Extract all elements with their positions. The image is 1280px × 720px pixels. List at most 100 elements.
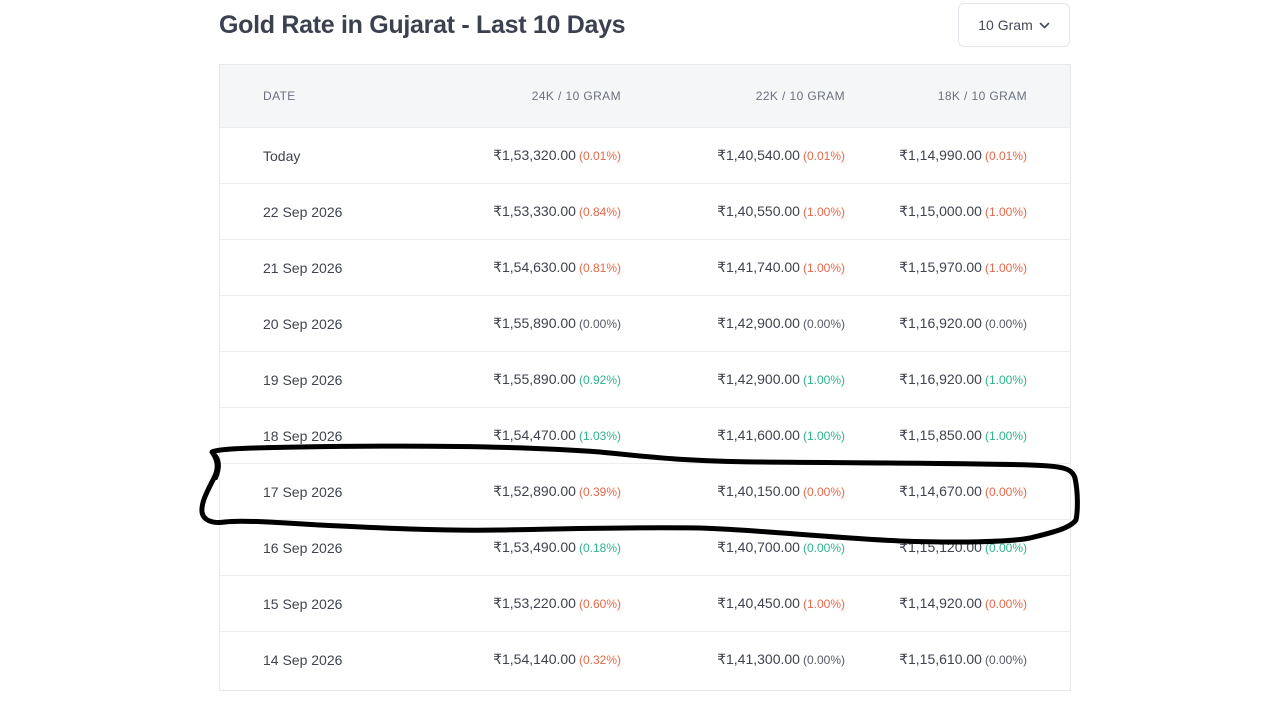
- row-date: 15 Sep 2026: [263, 595, 343, 612]
- rate-price: ₹1,41,740.00: [717, 259, 800, 275]
- rate-change: (0.00%): [984, 652, 1027, 667]
- rate-cell-k24: ₹1,52,890.00 (0.39%): [493, 464, 621, 519]
- rate-change: (1.00%): [802, 372, 845, 387]
- rate-price: ₹1,16,920.00: [899, 371, 982, 387]
- rate-change: (1.00%): [802, 428, 845, 443]
- rate-cell-k18: ₹1,14,920.00 (0.00%): [899, 576, 1027, 631]
- rate-cell-k18: ₹1,15,970.00 (1.00%): [899, 240, 1027, 295]
- rate-cell-k22: ₹1,41,740.00 (1.00%): [717, 240, 845, 295]
- table-header-row: DATE 24K / 10 GRAM 22K / 10 GRAM 18K / 1…: [220, 65, 1070, 127]
- header-22k: 22K / 10 GRAM: [755, 89, 845, 103]
- rate-change: (0.92%): [578, 372, 621, 387]
- rate-price: ₹1,40,700.00: [717, 539, 800, 555]
- rate-change: (0.00%): [984, 596, 1027, 611]
- rate-price: ₹1,42,900.00: [717, 371, 800, 387]
- rate-price: ₹1,54,630.00: [493, 259, 576, 275]
- rate-change: (0.00%): [802, 316, 845, 331]
- rate-cell-k18: ₹1,15,120.00 (0.00%): [899, 520, 1027, 575]
- rate-cell-k24: ₹1,53,330.00 (0.84%): [493, 184, 621, 239]
- table-row: 17 Sep 2026 ₹1,52,890.00 (0.39%) ₹1,40,150.…: [220, 463, 1070, 519]
- rate-price: ₹1,15,000.00: [899, 203, 982, 219]
- rate-price: ₹1,40,540.00: [717, 147, 800, 163]
- rate-price: ₹1,40,450.00: [717, 595, 800, 611]
- row-date: 17 Sep 2026: [263, 483, 343, 500]
- rate-price: ₹1,41,300.00: [717, 651, 800, 667]
- rate-cell-k22: ₹1,40,540.00 (0.01%): [717, 128, 845, 183]
- row-date: Today: [263, 147, 301, 164]
- rate-cell-k22: ₹1,42,900.00 (0.00%): [717, 296, 845, 351]
- rate-cell-k22: ₹1,40,150.00 (0.00%): [717, 464, 845, 519]
- rate-price: ₹1,42,900.00: [717, 315, 800, 331]
- rate-change: (0.32%): [578, 652, 621, 667]
- rate-price: ₹1,15,970.00: [899, 259, 982, 275]
- rate-price: ₹1,41,600.00: [717, 427, 800, 443]
- rate-cell-k24: ₹1,54,630.00 (0.81%): [493, 240, 621, 295]
- row-date: 22 Sep 2026: [263, 203, 343, 220]
- row-date: 19 Sep 2026: [263, 371, 343, 388]
- rate-cell-k24: ₹1,53,320.00 (0.01%): [493, 128, 621, 183]
- rate-cell-k24: ₹1,53,490.00 (0.18%): [493, 520, 621, 575]
- rate-price: ₹1,52,890.00: [493, 483, 576, 499]
- rate-change: (0.00%): [984, 484, 1027, 499]
- rate-change: (0.00%): [578, 316, 621, 331]
- rate-price: ₹1,54,470.00: [493, 427, 576, 443]
- unit-dropdown-value: 10 Gram: [978, 17, 1033, 33]
- rate-cell-k24: ₹1,55,890.00 (0.92%): [493, 352, 621, 407]
- table-row: Today ₹1,53,320.00 (0.01%) ₹1,40,540.00 (0.0…: [220, 127, 1070, 183]
- table-row: 16 Sep 2026 ₹1,53,490.00 (0.18%) ₹1,40,700.…: [220, 519, 1070, 575]
- rate-price: ₹1,53,220.00: [493, 595, 576, 611]
- row-date: 18 Sep 2026: [263, 427, 343, 444]
- rate-change: (1.03%): [578, 428, 621, 443]
- page-title: Gold Rate in Gujarat - Last 10 Days: [219, 11, 626, 39]
- rate-cell-k18: ₹1,14,990.00 (0.01%): [899, 128, 1027, 183]
- rate-cell-k22: ₹1,41,300.00 (0.00%): [717, 632, 845, 687]
- rate-price: ₹1,15,850.00: [899, 427, 982, 443]
- table-row: 21 Sep 2026 ₹1,54,630.00 (0.81%) ₹1,41,740.…: [220, 239, 1070, 295]
- rate-cell-k22: ₹1,40,450.00 (1.00%): [717, 576, 845, 631]
- rate-cell-k18: ₹1,15,000.00 (1.00%): [899, 184, 1027, 239]
- rate-price: ₹1,54,140.00: [493, 651, 576, 667]
- rate-change: (0.00%): [984, 540, 1027, 555]
- rate-price: ₹1,53,320.00: [493, 147, 576, 163]
- rate-change: (0.01%): [578, 148, 621, 163]
- rate-price: ₹1,40,150.00: [717, 483, 800, 499]
- rate-change: (0.00%): [802, 652, 845, 667]
- table-row: 19 Sep 2026 ₹1,55,890.00 (0.92%) ₹1,42,900.…: [220, 351, 1070, 407]
- rate-cell-k18: ₹1,16,920.00 (1.00%): [899, 352, 1027, 407]
- rate-price: ₹1,53,330.00: [493, 203, 576, 219]
- header-24k: 24K / 10 GRAM: [531, 89, 621, 103]
- rate-change: (0.00%): [802, 484, 845, 499]
- header-18k: 18K / 10 GRAM: [937, 89, 1027, 103]
- rate-change: (1.00%): [802, 204, 845, 219]
- chevron-down-icon: [1039, 20, 1050, 31]
- rate-change: (1.00%): [984, 372, 1027, 387]
- rate-change: (0.00%): [984, 316, 1027, 331]
- rate-change: (0.81%): [578, 260, 621, 275]
- rate-change: (0.60%): [578, 596, 621, 611]
- row-date: 20 Sep 2026: [263, 315, 343, 332]
- rate-change: (0.01%): [802, 148, 845, 163]
- row-date: 21 Sep 2026: [263, 259, 343, 276]
- rate-cell-k18: ₹1,16,920.00 (0.00%): [899, 296, 1027, 351]
- rate-price: ₹1,16,920.00: [899, 315, 982, 331]
- rate-cell-k18: ₹1,14,670.00 (0.00%): [899, 464, 1027, 519]
- rate-change: (1.00%): [984, 260, 1027, 275]
- rate-price: ₹1,53,490.00: [493, 539, 576, 555]
- rate-change: (0.00%): [802, 540, 845, 555]
- rate-price: ₹1,55,890.00: [493, 371, 576, 387]
- unit-dropdown[interactable]: 10 Gram: [958, 3, 1070, 47]
- rate-cell-k24: ₹1,53,220.00 (0.60%): [493, 576, 621, 631]
- header-date: DATE: [263, 89, 296, 103]
- rate-cell-k18: ₹1,15,850.00 (1.00%): [899, 408, 1027, 463]
- rate-cell-k24: ₹1,54,140.00 (0.32%): [493, 632, 621, 687]
- row-date: 14 Sep 2026: [263, 651, 343, 668]
- rate-cell-k22: ₹1,40,550.00 (1.00%): [717, 184, 845, 239]
- rate-change: (1.00%): [802, 596, 845, 611]
- table-row: 18 Sep 2026 ₹1,54,470.00 (1.03%) ₹1,41,600.…: [220, 407, 1070, 463]
- rate-cell-k24: ₹1,54,470.00 (1.03%): [493, 408, 621, 463]
- rate-cell-k22: ₹1,42,900.00 (1.00%): [717, 352, 845, 407]
- rate-change: (0.84%): [578, 204, 621, 219]
- rate-change: (0.01%): [984, 148, 1027, 163]
- rate-change: (0.18%): [578, 540, 621, 555]
